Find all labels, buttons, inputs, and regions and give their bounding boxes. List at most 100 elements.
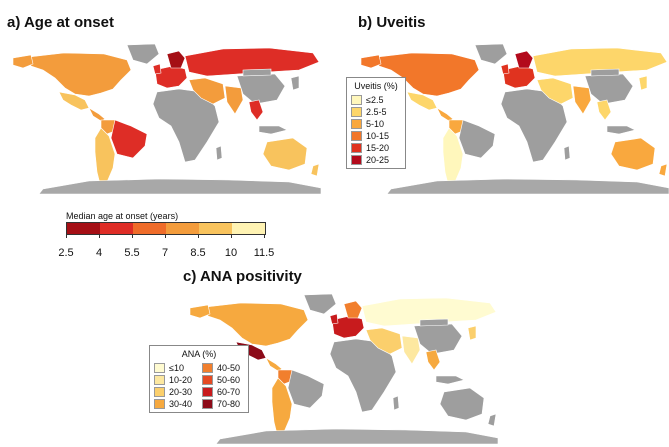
region-north-america bbox=[28, 52, 132, 97]
region-greenland bbox=[303, 293, 337, 315]
uveitis-legend-label: 10-15 bbox=[366, 131, 390, 141]
region-new-zealand bbox=[658, 163, 668, 177]
region-madagascar bbox=[215, 145, 223, 161]
ana-legend-swatch bbox=[154, 363, 165, 373]
uveitis-legend-swatch bbox=[351, 143, 362, 153]
ana-legend-item: 40-50 bbox=[202, 362, 244, 374]
region-indonesia bbox=[606, 125, 636, 135]
panel-title-uveitis: b) Uveitis bbox=[358, 14, 426, 31]
ana-legend-item: 60-70 bbox=[202, 386, 244, 398]
ana-legend-label: 10-20 bbox=[169, 375, 193, 385]
uveitis-legend-item: ≤2.5 bbox=[351, 94, 401, 106]
region-central-america bbox=[88, 107, 106, 122]
region-india bbox=[401, 335, 421, 365]
region-russia bbox=[361, 297, 497, 327]
map-uveitis bbox=[360, 43, 669, 194]
region-greenland bbox=[474, 43, 508, 65]
region-india bbox=[224, 85, 244, 115]
ana-legend-swatch bbox=[202, 387, 213, 397]
age-tick-mark bbox=[66, 234, 67, 238]
age-tick-label: 5.5 bbox=[124, 247, 140, 259]
ana-legend-item: 10-20 bbox=[154, 374, 196, 386]
ana-legend-swatch bbox=[154, 387, 165, 397]
region-scandinavia bbox=[514, 50, 534, 69]
region-new-zealand bbox=[487, 413, 497, 427]
region-mexico bbox=[406, 91, 438, 111]
uveitis-legend-label: ≤2.5 bbox=[366, 95, 384, 105]
age-tick-label: 11.5 bbox=[253, 247, 275, 259]
region-north-america bbox=[205, 302, 309, 347]
age-tick-mark bbox=[99, 234, 100, 238]
age-colorbar-segment bbox=[100, 223, 133, 234]
age-legend-title: Median age at onset (years) bbox=[66, 211, 179, 221]
age-tick-mark bbox=[231, 234, 232, 238]
age-tick-label: 7 bbox=[161, 247, 169, 259]
ana-legend-label: 70-80 bbox=[217, 399, 241, 409]
ana-legend-label: 20-30 bbox=[169, 387, 193, 397]
region-antarctica bbox=[38, 178, 321, 194]
uveitis-legend: Uveitis (%) ≤2.5 2.5-5 5-10 10-15 15-20 20-25 bbox=[346, 77, 406, 169]
region-indonesia bbox=[435, 375, 465, 385]
region-japan bbox=[638, 75, 648, 91]
region-alaska bbox=[360, 54, 382, 69]
age-tick-label: 4 bbox=[95, 247, 103, 259]
region-russia bbox=[532, 47, 668, 77]
region-scandinavia bbox=[343, 300, 363, 319]
ana-legend-item: 20-30 bbox=[154, 386, 196, 398]
region-brazil bbox=[458, 119, 496, 159]
region-madagascar bbox=[392, 395, 400, 411]
ana-legend-item: 50-60 bbox=[202, 374, 244, 386]
region-india bbox=[572, 85, 592, 115]
ana-legend-label: 30-40 bbox=[169, 399, 193, 409]
region-central-america bbox=[436, 107, 454, 122]
ana-legend: ANA (%) ≤10 40-50 10-20 50-60 20-30 60-70 30-4… bbox=[149, 345, 249, 413]
age-colorbar-segment bbox=[67, 223, 100, 234]
uveitis-legend-swatch bbox=[351, 155, 362, 165]
uveitis-legend-swatch bbox=[351, 95, 362, 105]
ana-legend-item: ≤10 bbox=[154, 362, 196, 374]
region-brazil bbox=[110, 119, 148, 159]
ana-legend-label: 50-60 bbox=[217, 375, 241, 385]
region-southeast-asia bbox=[596, 99, 612, 121]
uveitis-legend-label: 5-10 bbox=[366, 119, 385, 129]
region-greenland bbox=[126, 43, 160, 65]
region-mexico bbox=[58, 91, 90, 111]
uveitis-legend-item: 5-10 bbox=[351, 118, 401, 130]
ana-legend-label: ≤10 bbox=[169, 363, 184, 373]
region-middle-east bbox=[536, 77, 574, 105]
age-tick-mark bbox=[198, 234, 199, 238]
region-mongolia bbox=[242, 68, 272, 77]
region-central-america bbox=[265, 357, 283, 372]
region-mongolia bbox=[419, 318, 449, 327]
region-southeast-asia bbox=[248, 99, 264, 121]
ana-legend-swatch bbox=[202, 399, 213, 409]
region-australia bbox=[439, 387, 485, 421]
ana-legend-swatch bbox=[202, 375, 213, 385]
uveitis-legend-label: 15-20 bbox=[366, 143, 390, 153]
region-antarctica bbox=[386, 178, 669, 194]
region-japan bbox=[467, 325, 477, 341]
uveitis-legend-label: 20-25 bbox=[366, 155, 390, 165]
ana-legend-swatch bbox=[154, 399, 165, 409]
region-uk bbox=[500, 63, 510, 75]
age-colorbar bbox=[66, 222, 266, 235]
panel-title-age: a) Age at onset bbox=[7, 14, 114, 31]
uveitis-legend-item: 10-15 bbox=[351, 130, 401, 142]
ana-legend-swatch bbox=[154, 375, 165, 385]
age-tick-label: 8.5 bbox=[190, 247, 206, 259]
age-colorbar-segment bbox=[232, 223, 265, 234]
map-ana-positivity bbox=[189, 293, 498, 444]
uveitis-legend-item: 20-25 bbox=[351, 154, 401, 166]
region-china bbox=[413, 323, 463, 355]
region-middle-east bbox=[365, 327, 403, 355]
panel-title-ana: c) ANA positivity bbox=[183, 268, 302, 285]
region-china bbox=[236, 73, 286, 105]
region-uk bbox=[152, 63, 162, 75]
uveitis-legend-title: Uveitis (%) bbox=[354, 81, 398, 91]
region-north-america bbox=[376, 52, 480, 97]
region-antarctica bbox=[215, 428, 498, 444]
ana-legend-item: 70-80 bbox=[202, 398, 244, 410]
region-australia bbox=[610, 137, 656, 171]
uveitis-legend-label: 2.5-5 bbox=[366, 107, 387, 117]
age-tick-mark bbox=[132, 234, 133, 238]
